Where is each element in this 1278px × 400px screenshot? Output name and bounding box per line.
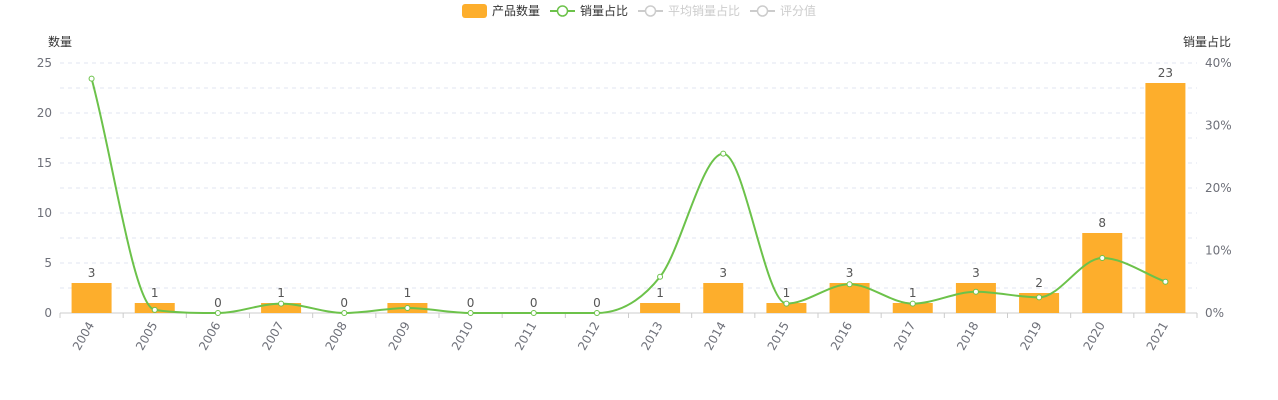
bar	[766, 303, 807, 313]
y-right-tick-label: 0%	[1205, 306, 1224, 320]
bar-series	[71, 83, 1186, 313]
legend-line-marker	[756, 5, 769, 17]
line-point	[593, 310, 600, 316]
line-point	[657, 273, 664, 280]
x-tick-label: 2007	[259, 319, 286, 352]
x-tick-label: 2012	[575, 319, 602, 352]
line-path	[90, 78, 1166, 315]
legend-item[interactable]: 评分值	[750, 3, 816, 18]
y-right-tick-label: 10%	[1205, 244, 1232, 258]
x-tick-label: 2013	[638, 319, 665, 352]
bar-value-label: 3	[88, 266, 96, 280]
line-point	[1099, 255, 1106, 261]
legend-label: 评分值	[780, 3, 816, 18]
bar	[955, 283, 996, 313]
x-tick-label: 2009	[386, 319, 413, 352]
y-left-tick-label: 5	[44, 256, 52, 270]
line-series	[88, 75, 1169, 316]
x-tick-label: 2004	[70, 319, 97, 352]
bar	[1145, 83, 1186, 313]
line-point	[909, 300, 916, 307]
y-right-axis-title: 销量占比	[1183, 34, 1231, 49]
legend-label: 销量占比	[580, 3, 628, 18]
bar	[1019, 293, 1060, 313]
bar	[1082, 233, 1123, 313]
bar-value-label: 2	[1035, 276, 1043, 290]
line-point	[214, 310, 221, 316]
y-left-axis-title: 数量	[48, 34, 72, 49]
bar	[71, 283, 112, 313]
line-point	[972, 288, 979, 295]
bar-data-labels: 3 1 0 1 0 1 0 0 0 1 3 1 3 1 3 2 8 23	[88, 66, 1173, 310]
line-point	[720, 150, 727, 157]
legend-label: 产品数量	[492, 3, 540, 18]
y-right-tick-label: 30%	[1205, 119, 1232, 133]
x-tick-label: 2014	[701, 319, 728, 352]
bar-value-label: 3	[846, 266, 854, 280]
x-tick-label: 2011	[512, 319, 539, 352]
bar-value-label: 3	[719, 266, 727, 280]
bar-value-label: 1	[783, 286, 791, 300]
legend-item[interactable]: 产品数量	[462, 3, 540, 18]
bar-value-label: 0	[530, 296, 538, 310]
bar	[640, 303, 681, 313]
x-tick-label: 2021	[1144, 319, 1171, 352]
legend-item[interactable]: 平均销量占比	[638, 3, 740, 18]
x-tick-label: 2005	[133, 319, 160, 352]
bar-value-label: 1	[909, 286, 917, 300]
bar-value-label: 1	[277, 286, 285, 300]
line-point	[1162, 278, 1169, 285]
bar	[703, 283, 744, 313]
grid-lines	[60, 62, 1197, 289]
x-tick-label: 2010	[449, 319, 476, 352]
line-point	[278, 300, 285, 307]
legend-line-marker	[644, 5, 657, 17]
legend-label: 平均销量占比	[668, 3, 740, 18]
bar-value-label: 0	[593, 296, 601, 310]
line-point	[404, 305, 411, 311]
bar-value-label: 0	[340, 296, 348, 310]
x-tick-label: 2019	[1017, 319, 1044, 352]
bar-value-label: 8	[1098, 216, 1106, 230]
bar-value-label: 1	[151, 286, 159, 300]
line-point	[530, 310, 537, 316]
legend: 产品数量 销量占比 平均销量占比 评分值	[462, 3, 816, 18]
x-tick-label: 2015	[765, 319, 792, 352]
y-right-tick-label: 40%	[1205, 56, 1232, 70]
line-point	[1036, 294, 1043, 301]
x-tick-label: 2006	[196, 319, 223, 352]
line-point	[151, 306, 158, 313]
legend-item[interactable]: 销量占比	[550, 3, 628, 18]
bar	[829, 283, 870, 313]
legend-line-marker	[556, 5, 569, 17]
bar	[261, 303, 302, 313]
bar-value-label: 3	[972, 266, 980, 280]
x-tick-label: 2018	[954, 319, 981, 352]
x-tick-label: 2020	[1080, 319, 1107, 352]
bar-value-label: 1	[404, 286, 412, 300]
y-left-tick-label: 15	[37, 156, 52, 170]
bar-value-label: 0	[214, 296, 222, 310]
y-left-tick-label: 20	[37, 106, 52, 120]
x-tick-label: 2008	[322, 319, 349, 352]
x-tick-label: 2017	[891, 319, 918, 352]
bar-value-label: 1	[656, 286, 664, 300]
line-point	[467, 310, 474, 316]
y-left-tick-label: 10	[37, 206, 52, 220]
line-point	[783, 300, 790, 307]
y-left-tick-label: 25	[37, 56, 52, 70]
legend-bar-icon	[462, 4, 487, 18]
y-left-tick-label: 0	[44, 306, 52, 320]
line-point	[88, 75, 95, 82]
line-point	[846, 281, 853, 288]
y-right-tick-label: 20%	[1205, 181, 1232, 195]
line-point	[341, 310, 348, 316]
bar-value-label: 23	[1158, 66, 1173, 80]
bar	[892, 303, 933, 313]
bar-value-label: 0	[467, 296, 475, 310]
x-tick-label: 2016	[828, 319, 855, 352]
